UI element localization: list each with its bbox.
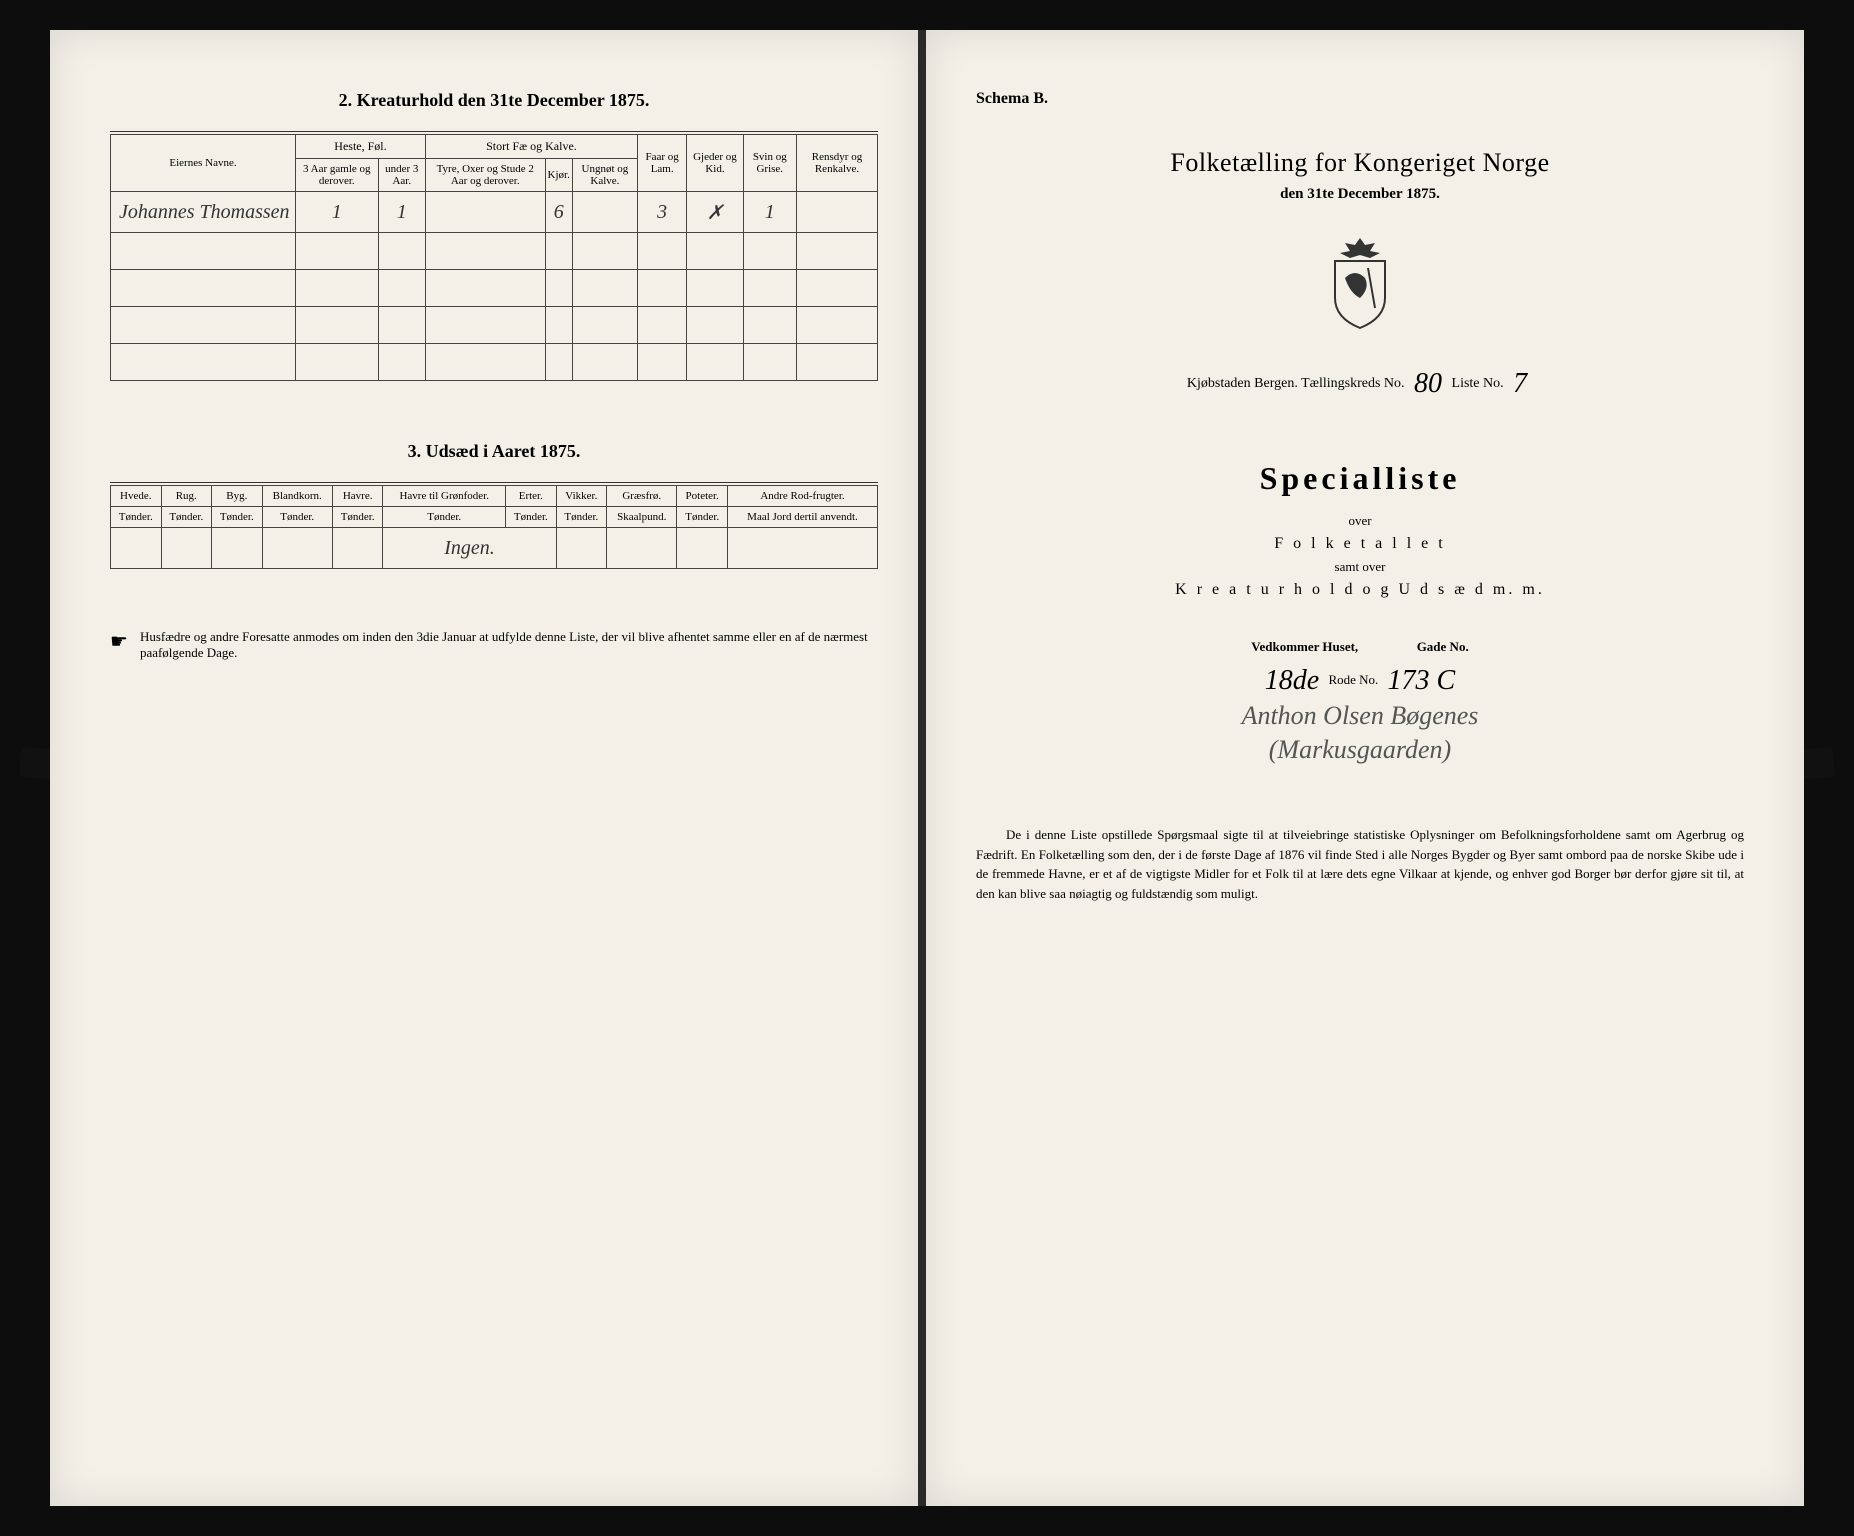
over-label: over — [976, 513, 1744, 529]
bottom-paragraph: De i denne Liste opstillede Spørgsmaal s… — [976, 825, 1744, 903]
liste-prefix: Liste No. — [1452, 376, 1504, 391]
handwritten-name-1: Anthon Olsen Bøgenes — [976, 701, 1744, 731]
sub-stor2: Kjør. — [545, 159, 572, 192]
seed-unit: Tønder. — [111, 507, 162, 528]
col-faar: Faar og Lam. — [637, 135, 686, 192]
cell: ✗ — [687, 192, 743, 233]
table-row — [111, 307, 878, 344]
seed-col: Andre Rod-frugter. — [727, 486, 877, 507]
seed-unit: Tønder. — [161, 507, 212, 528]
open-book: 2. Kreaturhold den 31te December 1875. E… — [50, 30, 1804, 1506]
sub-stor3: Ungnøt og Kalve. — [572, 159, 637, 192]
seed-unit: Tønder. — [332, 507, 383, 528]
cell: 3 — [637, 192, 686, 233]
left-page: 2. Kreaturhold den 31te December 1875. E… — [50, 30, 918, 1506]
seed-entry: Ingen. — [383, 528, 556, 569]
seed-col: Erter. — [506, 486, 557, 507]
col-gjeder: Gjeder og Kid. — [687, 135, 743, 192]
folketallet-label: F o l k e t a l l e t — [976, 535, 1744, 553]
table-row — [111, 270, 878, 307]
cell: 1 — [743, 192, 796, 233]
table-row: Ingen. — [111, 528, 878, 569]
cell: 1 — [378, 192, 425, 233]
seed-unit: Tønder. — [556, 507, 607, 528]
seed-unit: Tønder. — [677, 507, 728, 528]
table-row — [111, 233, 878, 270]
location-prefix: Kjøbstaden Bergen. Tællingskreds No. — [1187, 376, 1405, 391]
cell — [425, 192, 545, 233]
handwritten-name-2: (Markusgaarden) — [976, 735, 1744, 765]
location-line: Kjøbstaden Bergen. Tællingskreds No. 80 … — [976, 368, 1744, 400]
rode-line: 18de Rode No. 173 C — [976, 665, 1744, 697]
right-page: Schema B. Folketælling for Kongeriget No… — [918, 30, 1804, 1506]
main-title: Folketælling for Kongeriget Norge — [976, 148, 1744, 178]
coat-of-arms-icon — [976, 233, 1744, 338]
pointing-hand-icon: ☛ — [110, 629, 128, 654]
livestock-table: Eiernes Navne. Heste, Føl. Stort Fæ og K… — [110, 134, 878, 381]
seed-unit: Skaalpund. — [607, 507, 677, 528]
seed-unit: Tønder. — [383, 507, 506, 528]
seed-unit-row: Tønder. Tønder. Tønder. Tønder. Tønder. … — [111, 507, 878, 528]
gade-label: Gade No. — [1417, 639, 1469, 654]
specialliste-heading: Specialliste — [976, 460, 1744, 497]
col-svin: Svin og Grise. — [743, 135, 796, 192]
col-owner: Eiernes Navne. — [111, 135, 296, 192]
seed-unit: Tønder. — [212, 507, 263, 528]
schema-label: Schema B. — [976, 90, 1744, 108]
cell — [572, 192, 637, 233]
vedkommer-label: Vedkommer Huset, Gade No. — [976, 639, 1744, 655]
rode-hw: 18de — [1265, 665, 1319, 696]
seed-col: Græsfrø. — [607, 486, 677, 507]
seed-unit: Maal Jord dertil anvendt. — [727, 507, 877, 528]
seed-col: Blandkorn. — [262, 486, 332, 507]
section3-title: 3. Udsæd i Aaret 1875. — [110, 441, 878, 462]
seed-col: Byg. — [212, 486, 263, 507]
sub-heste2: under 3 Aar. — [378, 159, 425, 192]
kreaturhold-label: K r e a t u r h o l d o g U d s æ d m. m… — [976, 581, 1744, 599]
sub-heste1: 3 Aar gamle og derover. — [296, 159, 379, 192]
rode-label: Rode No. — [1328, 672, 1378, 687]
footnote-text: Husfædre og andre Foresatte anmodes om i… — [140, 629, 878, 661]
seed-header-row: Hvede. Rug. Byg. Blandkorn. Havre. Havre… — [111, 486, 878, 507]
footnote: ☛ Husfædre og andre Foresatte anmodes om… — [110, 629, 878, 661]
cell — [796, 192, 877, 233]
cell: 1 — [296, 192, 379, 233]
liste-number: 7 — [1513, 368, 1527, 399]
section2-title: 2. Kreaturhold den 31te December 1875. — [110, 90, 878, 111]
seed-col: Vikker. — [556, 486, 607, 507]
samt-over-label: samt over — [976, 559, 1744, 575]
seed-col: Poteter. — [677, 486, 728, 507]
seed-col: Hvede. — [111, 486, 162, 507]
col-heste: Heste, Føl. — [296, 135, 426, 159]
owner-name: Johannes Thomassen — [111, 192, 296, 233]
cell: 6 — [545, 192, 572, 233]
seed-unit: Tønder. — [506, 507, 557, 528]
table-row: Johannes Thomassen 1 1 6 3 ✗ 1 — [111, 192, 878, 233]
vedkommer-text: Vedkommer Huset, — [1251, 639, 1358, 654]
col-rensdyr: Rensdyr og Renkalve. — [796, 135, 877, 192]
gade-hw: 173 C — [1388, 665, 1456, 696]
seed-col: Havre. — [332, 486, 383, 507]
col-storfae: Stort Fæ og Kalve. — [425, 135, 637, 159]
subtitle: den 31te December 1875. — [976, 186, 1744, 203]
kreds-number: 80 — [1414, 368, 1442, 399]
table-row — [111, 344, 878, 381]
seed-col: Havre til Grønfoder. — [383, 486, 506, 507]
seed-col: Rug. — [161, 486, 212, 507]
seed-unit: Tønder. — [262, 507, 332, 528]
scan-frame: 2. Kreaturhold den 31te December 1875. E… — [0, 0, 1854, 1536]
seed-table: Hvede. Rug. Byg. Blandkorn. Havre. Havre… — [110, 485, 878, 569]
sub-stor1: Tyre, Oxer og Stude 2 Aar og derover. — [425, 159, 545, 192]
